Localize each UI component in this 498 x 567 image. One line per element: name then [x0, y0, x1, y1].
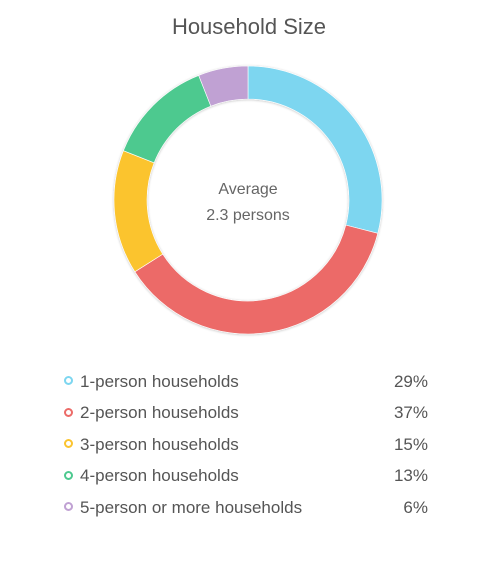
donut-slice-2[interactable]	[134, 224, 379, 335]
legend-label: 1-person households	[80, 371, 239, 391]
legend-label: 3-person households	[80, 434, 239, 454]
legend-label: 5-person or more households	[80, 497, 303, 517]
legend-value: 29%	[393, 371, 428, 391]
legend-item: 4-person households 13%	[64, 461, 428, 493]
legend-item: 5-person or more households 6%	[64, 492, 428, 524]
legend-value: 6%	[403, 497, 428, 517]
legend-value: 37%	[393, 403, 428, 423]
center-label-line2: 2.3 persons	[206, 207, 290, 224]
legend-marker-icon	[64, 502, 73, 512]
legend-item: 1-person households 29%	[64, 366, 428, 398]
center-label-line1: Average	[218, 181, 277, 198]
chart-title: Household Size	[171, 14, 327, 39]
donut-slice-4[interactable]	[123, 75, 212, 164]
legend-label: 2-person households	[80, 403, 239, 423]
legend-marker-icon	[64, 407, 73, 417]
donut-slice-5[interactable]	[198, 65, 249, 107]
donut-slices	[113, 65, 383, 335]
legend-value: 15%	[393, 434, 428, 454]
legend-value: 13%	[393, 466, 428, 486]
chart-legend: 1-person households 29% 2-person househo…	[64, 366, 428, 524]
donut-chart: Average 2.3 persons	[113, 65, 383, 335]
legend-item: 3-person households 15%	[64, 429, 428, 461]
legend-marker-icon	[64, 376, 73, 386]
donut-slice-3[interactable]	[113, 150, 164, 273]
legend-item: 2-person households 37%	[64, 398, 428, 430]
legend-marker-icon	[64, 470, 73, 480]
legend-label: 4-person households	[80, 466, 239, 486]
legend-marker-icon	[64, 439, 73, 449]
